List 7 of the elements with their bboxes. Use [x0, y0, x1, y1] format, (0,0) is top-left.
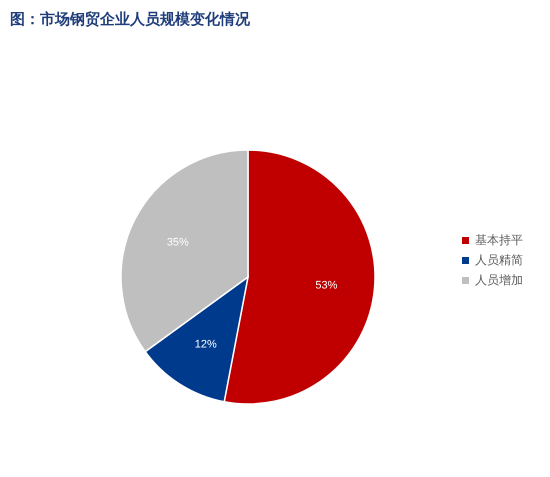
- chart-title: 图：市场钢贸企业人员规模变化情况: [10, 10, 251, 28]
- legend-label: 基本持平: [475, 233, 523, 247]
- legend-label: 人员增加: [475, 273, 523, 287]
- data-label: 53%: [315, 279, 338, 292]
- data-label: 35%: [166, 236, 190, 248]
- data-label: 12%: [194, 338, 218, 350]
- legend-label: 人员精简: [475, 253, 523, 267]
